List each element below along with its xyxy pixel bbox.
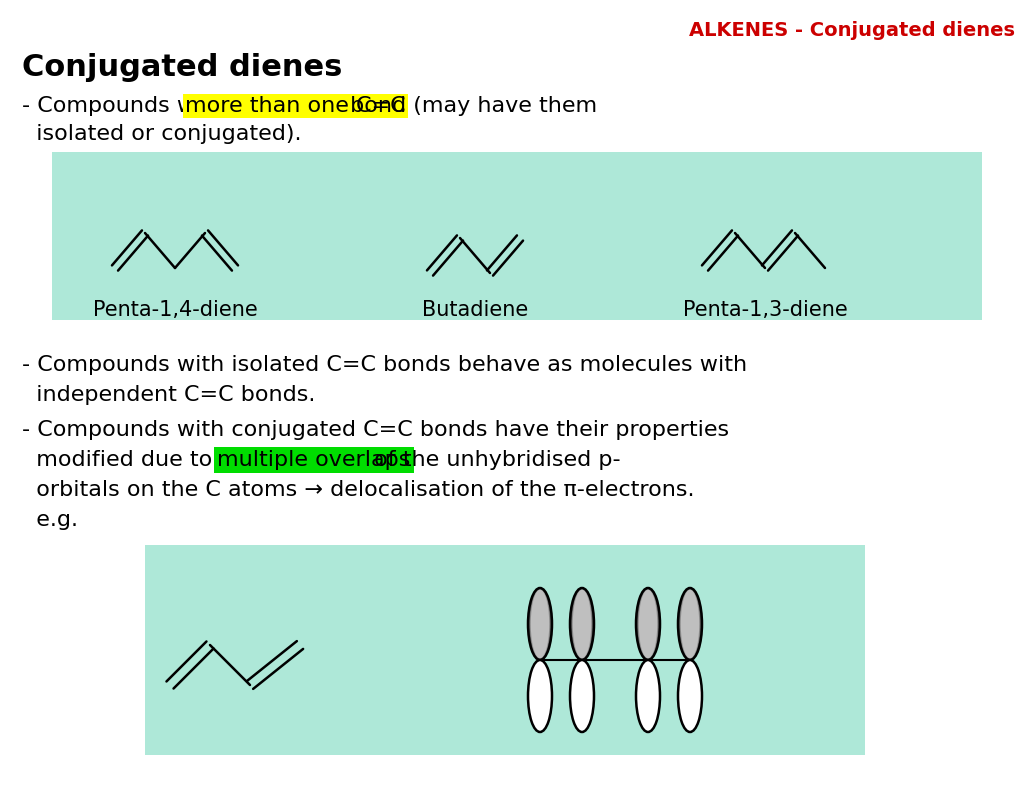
Text: of the unhybridised p-: of the unhybridised p- (367, 450, 621, 470)
FancyBboxPatch shape (145, 545, 865, 755)
FancyBboxPatch shape (52, 152, 982, 320)
Ellipse shape (637, 589, 659, 659)
Text: bond (may have them: bond (may have them (343, 96, 597, 116)
Ellipse shape (636, 660, 660, 732)
Text: e.g.: e.g. (22, 510, 78, 530)
Text: Penta-1,3-diene: Penta-1,3-diene (683, 300, 847, 320)
Ellipse shape (529, 589, 550, 659)
Text: Conjugated dienes: Conjugated dienes (22, 53, 342, 83)
Ellipse shape (680, 589, 700, 659)
Ellipse shape (530, 589, 550, 659)
Ellipse shape (570, 588, 594, 660)
Ellipse shape (528, 588, 551, 660)
Text: ALKENES - Conjugated dienes: ALKENES - Conjugated dienes (689, 21, 1015, 40)
Text: modified due to the: modified due to the (22, 450, 263, 470)
Ellipse shape (678, 588, 702, 660)
Text: Butadiene: Butadiene (422, 300, 528, 320)
Ellipse shape (528, 588, 552, 660)
Ellipse shape (678, 660, 702, 732)
Text: orbitals on the C atoms → delocalisation of the π-electrons.: orbitals on the C atoms → delocalisation… (22, 480, 694, 500)
Ellipse shape (679, 588, 701, 660)
Text: Penta-1,4-diene: Penta-1,4-diene (92, 300, 257, 320)
Ellipse shape (571, 588, 594, 660)
Ellipse shape (530, 590, 549, 658)
Text: independent C=C bonds.: independent C=C bonds. (22, 385, 315, 405)
Ellipse shape (681, 590, 699, 658)
Text: multiple overlaps: multiple overlaps (217, 450, 410, 470)
Ellipse shape (638, 589, 658, 659)
Ellipse shape (636, 588, 660, 660)
Ellipse shape (639, 590, 657, 658)
Ellipse shape (573, 590, 592, 658)
Text: - Compounds with: - Compounds with (22, 96, 231, 116)
Ellipse shape (637, 588, 659, 660)
Text: - Compounds with conjugated C=C bonds have their properties: - Compounds with conjugated C=C bonds ha… (22, 420, 729, 440)
Ellipse shape (570, 660, 594, 732)
Text: - Compounds with isolated C=C bonds behave as molecules with: - Compounds with isolated C=C bonds beha… (22, 355, 747, 375)
Ellipse shape (681, 589, 700, 659)
Text: isolated or conjugated).: isolated or conjugated). (22, 124, 301, 144)
Ellipse shape (572, 589, 592, 659)
Ellipse shape (528, 660, 552, 732)
Text: more than one C=C: more than one C=C (185, 96, 406, 116)
Ellipse shape (572, 589, 593, 659)
